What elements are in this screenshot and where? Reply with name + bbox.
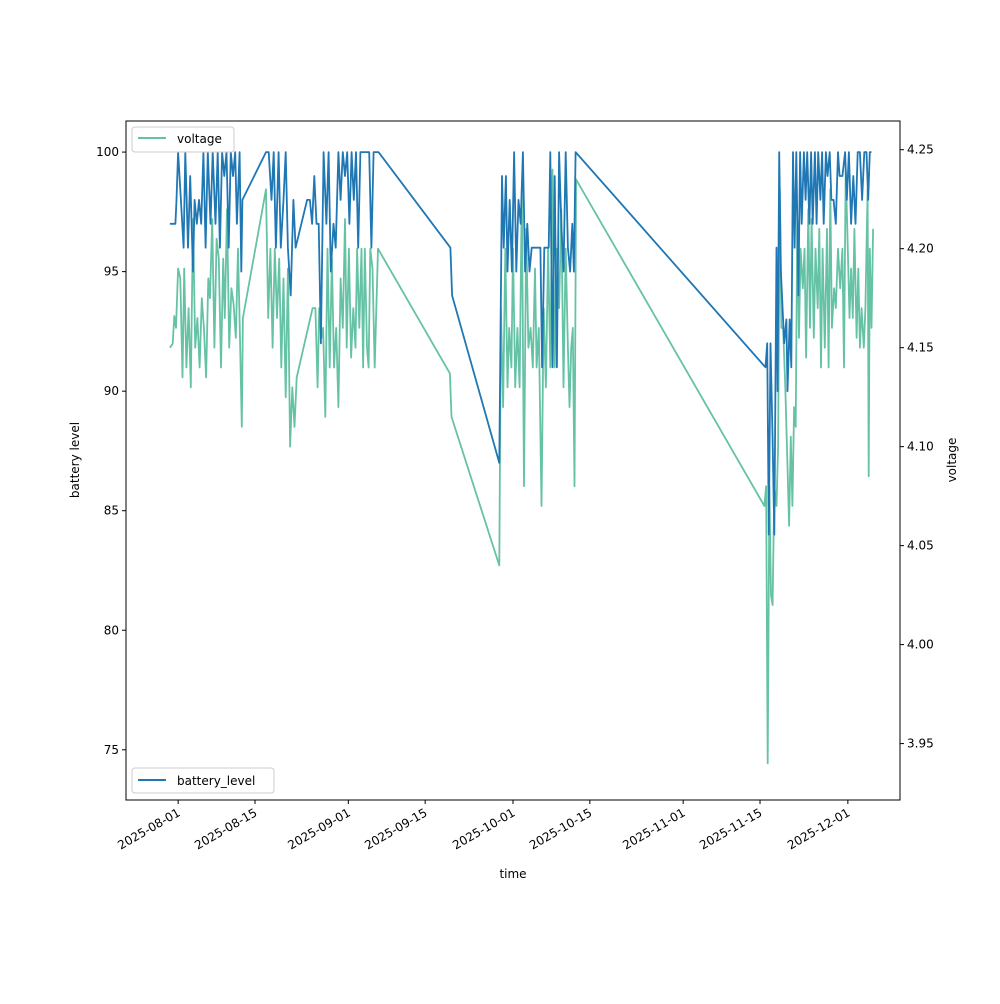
legend-battery-level: battery_level	[131, 767, 275, 794]
x-tick-label: 2025-08-15	[192, 805, 259, 852]
x-tick-label: 2025-11-01	[620, 805, 687, 852]
y-tick-label: 95	[104, 265, 119, 279]
y-tick-label: 90	[104, 384, 119, 398]
series-line-battery-level	[169, 151, 872, 536]
y2-axis-label: voltage	[945, 438, 959, 483]
legend-voltage-label: voltage	[177, 132, 222, 146]
x-tick-label: 2025-10-15	[527, 805, 594, 852]
y-tick-label: 75	[104, 743, 119, 757]
x-tick-label: 2025-09-01	[285, 805, 352, 852]
x-tick-label: 2025-09-15	[362, 805, 429, 852]
x-tick-label: 2025-12-01	[785, 805, 852, 852]
x-tick-label: 2025-08-01	[115, 805, 182, 852]
y2-tick-label: 4.20	[907, 242, 934, 256]
y2-tick-label: 3.95	[907, 737, 934, 751]
x-tick-label: 2025-10-01	[450, 805, 517, 852]
y-tick-label: 80	[104, 623, 119, 637]
y-tick-label: 85	[104, 504, 119, 518]
series-line-voltage	[169, 168, 874, 765]
y-tick-label: 100	[96, 145, 119, 159]
x-axis-label: time	[499, 867, 526, 881]
y2-tick-label: 4.15	[907, 341, 934, 355]
y2-tick-label: 4.00	[907, 638, 934, 652]
y2-tick-label: 4.05	[907, 539, 934, 553]
y2-tick-label: 4.25	[907, 143, 934, 157]
legend-voltage: voltage	[131, 126, 235, 153]
y-axis-label: battery level	[68, 422, 82, 498]
x-tick-label: 2025-11-15	[697, 805, 764, 852]
legend-battery-label: battery_level	[177, 774, 255, 788]
y2-tick-label: 4.10	[907, 440, 934, 454]
